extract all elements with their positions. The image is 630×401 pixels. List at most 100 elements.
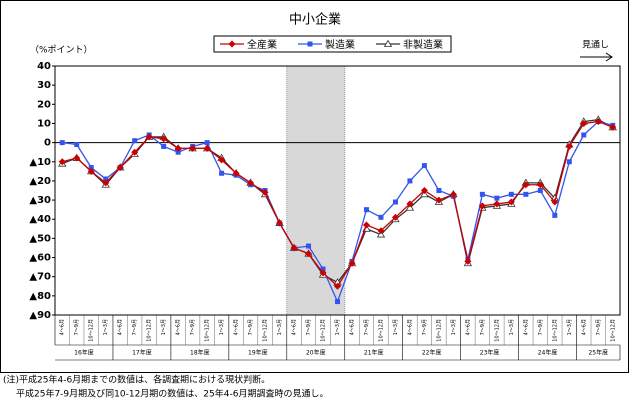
x-tick-label: 10～12月 <box>205 319 211 342</box>
year-label: 24年度 <box>538 349 558 357</box>
x-tick-label: 7～9月 <box>248 319 254 335</box>
marker <box>537 188 543 193</box>
note: (注)平成25年4-6月期までの数値は、各調査期における現状判断。 <box>3 374 270 386</box>
y-tick-label: 10 <box>37 118 51 129</box>
marker <box>58 158 66 166</box>
marker <box>580 119 588 127</box>
marker <box>552 212 558 218</box>
marker <box>335 299 340 305</box>
x-tick-label: 10～12月 <box>89 319 95 342</box>
marker <box>522 181 530 189</box>
x-tick-label: 4～6月 <box>407 319 413 335</box>
marker <box>228 40 236 48</box>
y-tick-label: ▲40 <box>29 214 51 225</box>
marker <box>103 176 109 182</box>
marker <box>307 41 313 47</box>
marker <box>449 190 457 198</box>
x-tick-label: 7～9月 <box>596 319 602 335</box>
marker <box>566 159 572 165</box>
marker <box>116 164 124 172</box>
x-tick-label: 4～6月 <box>60 319 66 335</box>
year-label: 19年度 <box>248 349 268 357</box>
marker <box>362 221 370 229</box>
marker <box>406 200 414 208</box>
x-tick-label: 1～3月 <box>277 319 283 335</box>
marker <box>523 191 529 197</box>
y-tick-label: 20 <box>37 99 51 110</box>
marker <box>161 143 167 149</box>
marker <box>479 191 485 197</box>
y-tick-label: ▲60 <box>29 253 51 264</box>
marker <box>276 219 284 227</box>
x-tick-label: 10～12月 <box>378 319 384 342</box>
note: 平成25年7-9月期及び同10-12月期の数値は、25年4-6月期調査時の見通し… <box>16 388 328 400</box>
marker <box>334 282 341 290</box>
x-tick-label: 1～3月 <box>567 319 573 335</box>
marker <box>421 163 427 169</box>
marker <box>407 178 413 184</box>
x-tick-label: 4～6月 <box>523 319 529 335</box>
year-label: 20年度 <box>306 349 326 357</box>
x-tick-label: 10～12月 <box>263 319 269 342</box>
x-tick-label: 7～9月 <box>190 319 196 335</box>
marker <box>478 202 486 210</box>
year-label: 17年度 <box>132 349 152 357</box>
x-tick-label: 7～9月 <box>422 319 428 335</box>
marker <box>73 154 81 162</box>
marker <box>377 227 385 235</box>
x-tick-label: 10～12月 <box>321 319 327 342</box>
marker <box>494 195 500 201</box>
marker <box>420 187 428 194</box>
marker <box>536 181 544 189</box>
x-tick-label: 10～12月 <box>552 319 558 342</box>
y-tick-label: ▲20 <box>29 176 51 187</box>
shaded-period <box>286 65 346 316</box>
marker <box>203 144 211 152</box>
x-tick-label: 7～9月 <box>480 319 486 335</box>
marker <box>392 199 398 205</box>
x-tick-label: 1～3月 <box>335 319 341 335</box>
y-tick-label: ▲70 <box>29 272 51 283</box>
marker <box>145 133 153 141</box>
x-tick-label: 4～6月 <box>292 319 298 335</box>
frame <box>0 0 629 373</box>
marker <box>232 169 240 177</box>
marker <box>435 196 443 204</box>
x-tick-label: 4～6月 <box>581 319 587 335</box>
year-label: 23年度 <box>480 349 500 357</box>
x-tick-label: 10～12月 <box>147 319 153 342</box>
marker <box>175 149 181 155</box>
marker <box>102 179 110 187</box>
x-tick-label: 7～9月 <box>538 319 544 335</box>
x-tick-label: 1～3月 <box>451 319 457 335</box>
x-tick-label: 4～6月 <box>234 319 240 335</box>
marker <box>59 140 65 146</box>
marker <box>88 165 94 171</box>
x-tick-label: 1～3月 <box>393 319 399 335</box>
y-tick-label: 0 <box>44 138 51 149</box>
year-label: 16年度 <box>74 349 94 357</box>
forecast-label: 見通し <box>582 40 609 51</box>
y-tick-label: 30 <box>37 80 51 91</box>
marker <box>131 148 139 156</box>
x-tick-label: 10～12月 <box>494 319 500 342</box>
year-label: 18年度 <box>190 349 210 357</box>
marker <box>391 213 399 221</box>
year-label: 21年度 <box>364 349 384 357</box>
marker <box>565 142 573 150</box>
x-tick-label: 1～3月 <box>219 319 225 335</box>
legend-label: 非製造業 <box>403 38 443 51</box>
marker <box>247 179 255 187</box>
x-tick-label: 4～6月 <box>118 319 124 335</box>
marker <box>218 156 226 164</box>
x-tick-label: 10～12月 <box>436 319 442 342</box>
marker <box>378 214 384 220</box>
marker <box>609 123 617 131</box>
x-tick-label: 7～9月 <box>306 319 312 335</box>
marker <box>306 243 312 249</box>
marker <box>261 188 269 196</box>
year-label: 25年度 <box>588 349 608 357</box>
x-tick-label: 1～3月 <box>509 319 515 335</box>
marker <box>594 118 602 126</box>
